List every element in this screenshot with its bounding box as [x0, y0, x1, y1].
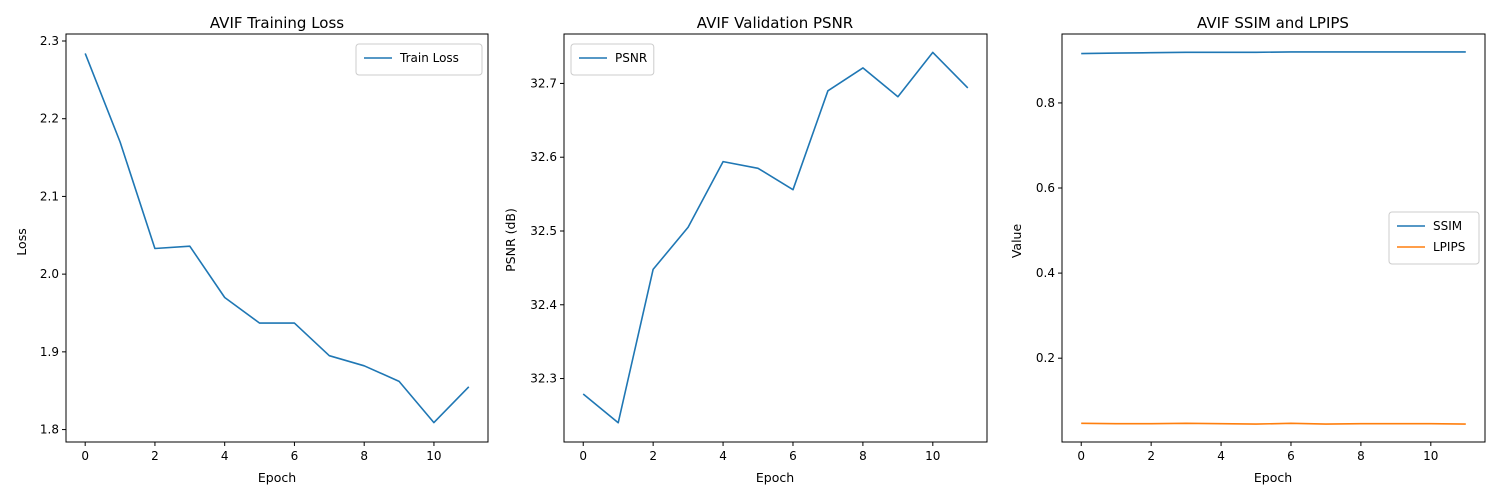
y-tick-label: 0.6: [1036, 181, 1055, 195]
axis-ticks: 0 2 4 6 8 10 32.3 32.4 32.5 32.6 32.7: [530, 76, 940, 463]
y-tick-label: 32.5: [530, 224, 557, 238]
plot-area: [1061, 33, 1486, 443]
y-tick-label: 0.4: [1036, 266, 1055, 280]
y-tick-label: 2.3: [40, 34, 59, 48]
y-axis-label: Value: [1009, 224, 1024, 259]
chart-title: AVIF Validation PSNR: [697, 14, 853, 32]
plot-area: [563, 33, 988, 443]
series-line-train-loss: [84, 53, 470, 424]
x-axis-label: Epoch: [756, 470, 794, 485]
legend-label: PSNR: [615, 51, 647, 65]
x-tick-label: 8: [1357, 449, 1365, 463]
y-tick-label: 0.2: [1036, 351, 1055, 365]
y-tick-label: 32.3: [530, 372, 557, 386]
y-tick-label: 32.4: [530, 298, 557, 312]
y-tick-label: 1.8: [40, 423, 59, 437]
y-axis-label: Loss: [14, 228, 29, 255]
chart-title: AVIF SSIM and LPIPS: [1197, 14, 1349, 32]
axis-ticks: 0 2 4 6 8 10 0.2 0.4 0.6 0.8: [1036, 96, 1439, 463]
x-axis-label: Epoch: [258, 470, 296, 485]
plot-area: [65, 33, 489, 443]
x-tick-label: 4: [221, 449, 229, 463]
x-tick-label: 0: [579, 449, 587, 463]
series-line-lpips: [1081, 422, 1466, 425]
y-tick-label: 32.6: [530, 150, 557, 164]
x-tick-label: 2: [1147, 449, 1155, 463]
y-tick-label: 2.2: [40, 112, 59, 126]
x-tick-label: 6: [291, 449, 299, 463]
legend-label: LPIPS: [1433, 240, 1465, 254]
legend-label: SSIM: [1433, 219, 1462, 233]
x-tick-label: 0: [81, 449, 89, 463]
y-tick-label: 2.0: [40, 267, 59, 281]
series-lines: [582, 51, 969, 424]
x-tick-label: 6: [789, 449, 797, 463]
x-tick-label: 8: [360, 449, 368, 463]
legend-box: [355, 43, 483, 76]
x-tick-label: 10: [426, 449, 441, 463]
chart-title: AVIF Training Loss: [210, 14, 344, 32]
legend-box: [570, 43, 655, 76]
x-tick-label: 4: [719, 449, 727, 463]
x-tick-label: 6: [1287, 449, 1295, 463]
legend-box: [1388, 211, 1480, 265]
x-tick-label: 10: [1423, 449, 1438, 463]
series-lines: [84, 53, 470, 424]
series-line-psnr: [582, 51, 969, 424]
legend: PSNR: [570, 43, 655, 76]
legend-label: Train Loss: [399, 51, 459, 65]
y-tick-label: 1.9: [40, 345, 59, 359]
series-line-ssim: [1081, 51, 1466, 55]
x-axis-label: Epoch: [1254, 470, 1292, 485]
x-tick-label: 2: [649, 449, 657, 463]
x-tick-label: 8: [859, 449, 867, 463]
axis-ticks: 0 2 4 6 8 10 1.8 1.9 2.0 2.1 2.2 2.3: [40, 34, 442, 463]
legend: Train Loss: [355, 43, 483, 76]
x-tick-label: 0: [1077, 449, 1085, 463]
ssim-lpips-panel: AVIF SSIM and LPIPS Epoch Value 0 2 4 6 8 100…: [1009, 14, 1486, 485]
y-tick-label: 0.8: [1036, 96, 1055, 110]
y-tick-label: 32.7: [530, 76, 557, 90]
psnr-panel: AVIF Validation PSNR Epoch PSNR (dB) 0 2 4…: [503, 14, 988, 485]
y-tick-label: 2.1: [40, 189, 59, 203]
loss-panel: AVIF Training Loss Epoch Loss 0 2 4 6 8 10 1.8…: [14, 14, 489, 485]
x-tick-label: 2: [151, 449, 159, 463]
y-axis-label: PSNR (dB): [503, 208, 518, 272]
series-lines: [1081, 51, 1466, 425]
legend: SSIM LPIPS: [1388, 211, 1480, 265]
x-tick-label: 10: [925, 449, 940, 463]
x-tick-label: 4: [1217, 449, 1225, 463]
